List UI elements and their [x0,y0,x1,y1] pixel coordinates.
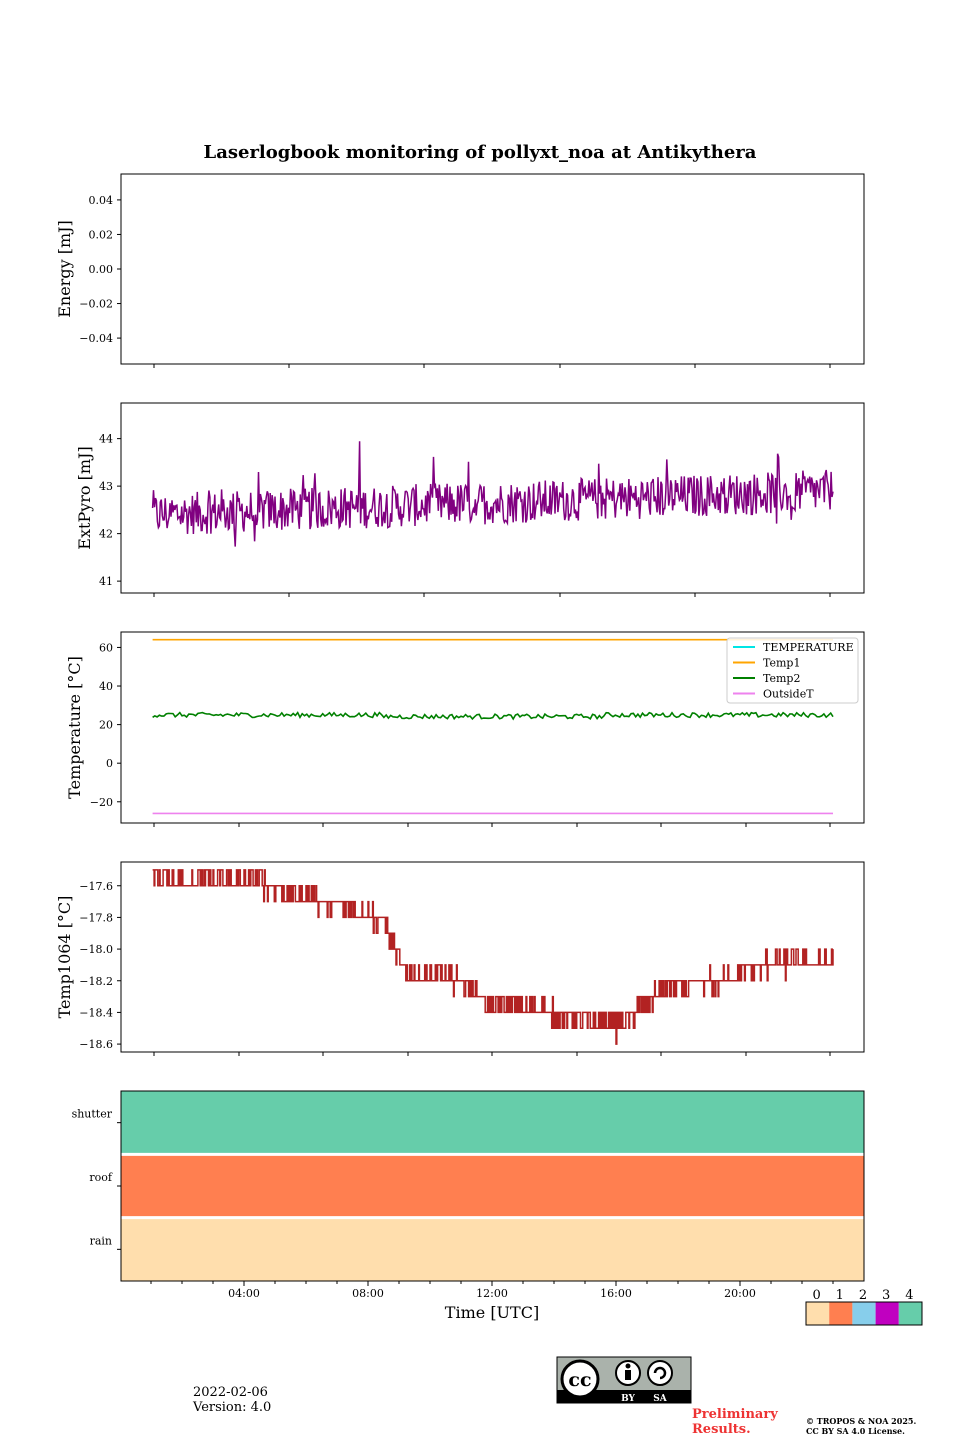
series-line-temp2 [152,711,834,721]
colorbar-label-2: 2 [859,1288,867,1303]
temp1064-panel: −17.6 −17.8 −18.0 −18.2 −18.4 −18.6 Temp1064 [… [55,861,865,1056]
sa-arrow-path [653,1366,667,1380]
temp1064-ytick-label: −18.0 [79,943,113,956]
temp1064-ytick-label: −18.2 [79,975,113,988]
temp1064-y-axis-label: Temp1064 [°C] [55,896,74,1019]
version-label: Version: 4.0 [192,1400,271,1415]
legend-label-outsidet: OutsideT [763,688,814,701]
extpyro-ytick-label: 44 [99,433,113,446]
extpyro-ytick-label: 43 [99,480,113,493]
temp1064-ytick-label: −18.4 [79,1006,113,1019]
copyright-line-2: CC BY SA 4.0 License. [806,1426,905,1436]
legend-label-temperature: TEMPERATURE [763,641,854,654]
by-person-head [625,1363,631,1369]
preliminary-label: Preliminary Results. [692,1407,778,1437]
status-row-rain [121,1217,864,1281]
status-label-roof: roof [89,1171,113,1184]
figure-title: Laserlogbook monitoring of pollyxt_noa a… [204,142,757,163]
colorbar-swatch-3 [875,1302,899,1325]
temperature-legend: TEMPERATURE Temp1 Temp2 OutsideT [726,637,859,704]
colorbar-label-0: 0 [812,1288,820,1303]
colorbar-swatch-2 [852,1302,876,1325]
x-tick-label: 08:00 [352,1287,384,1300]
colorbar-frame [805,1301,923,1326]
energy-ytick-label: −0.04 [79,332,113,345]
energy-ytick-label: −0.02 [79,298,113,311]
extpyro-y-axis-label: ExtPyro [mJ] [75,446,94,549]
x-tick-label: 20:00 [724,1287,756,1300]
extpyro-series-line [151,441,834,547]
cc-icon [560,1359,600,1399]
energy-panel: 0.04 0.02 0.00 −0.02 −0.04 Energy [mJ] [55,173,865,368]
x-tick-label: 04:00 [228,1287,260,1300]
status-row-shutter [121,1091,864,1155]
extpyro-ytick-label: 41 [99,575,113,588]
cc-license-badge: cc BY SA [556,1356,692,1404]
sa-share-icon [647,1360,673,1386]
temperature-panel: 60 40 20 0 −20 Temperature [°C] TEMPERATURE Tem… [65,631,865,827]
x-axis-label: Time [UTC] [445,1303,539,1322]
temperature-ytick-label: −20 [90,796,113,809]
x-tick-label: 12:00 [476,1287,508,1300]
temperature-ytick-label: 40 [99,680,113,693]
energy-ytick-label: 0.04 [89,194,114,207]
energy-ytick-label: 0.00 [89,263,114,276]
colorbar-swatch-1 [829,1302,853,1325]
x-tick-label: 16:00 [600,1287,632,1300]
status-row-roof [121,1154,864,1218]
temp1064-ytick-label: −17.6 [79,880,113,893]
colorbar-label-3: 3 [882,1288,890,1303]
sa-label: SA [653,1394,667,1404]
extpyro-panel: 44 43 42 41 ExtPyro [mJ] [75,402,865,597]
temp1064-ytick-label: −18.6 [79,1038,113,1051]
energy-y-axis-label: Energy [mJ] [55,220,74,318]
colorbar-label-4: 4 [905,1288,913,1303]
temp1064-series-line [152,869,834,1045]
energy-ytick-label: 0.02 [89,228,114,241]
temp1064-ytick-label: −17.8 [79,911,113,924]
legend-label-temp1: Temp1 [763,657,800,670]
colorbar-swatch-0 [806,1302,830,1325]
legend-box [726,637,859,704]
temperature-ytick-label: 60 [99,641,113,654]
extpyro-ytick-label: 42 [99,528,113,541]
legend-label-temp2: Temp2 [763,672,800,685]
date-label: 2022-02-06 [193,1385,268,1400]
colorbar-swatch-4 [898,1302,922,1325]
colorbar-label-1: 1 [836,1288,844,1303]
by-person-body [625,1370,631,1380]
cc-icon-text: cc [568,1369,591,1391]
temperature-ytick-label: 0 [106,757,113,770]
status-label-shutter: shutter [72,1108,113,1121]
temperature-y-axis-label: Temperature [°C] [65,656,84,799]
extpyro-axes-frame [120,402,865,594]
by-label: BY [621,1394,635,1404]
preliminary-line: Preliminary [692,1407,778,1422]
copyright-line-1: © TROPOS & NOA 2025. [806,1416,916,1426]
status-label-rain: rain [90,1234,112,1247]
preliminary-line: Results. [692,1422,751,1437]
temperature-ytick-label: 20 [99,719,113,732]
status-panel: shutter roof rain 04:00 08:00 12:00 16:00 20:00 [72,1090,865,1300]
